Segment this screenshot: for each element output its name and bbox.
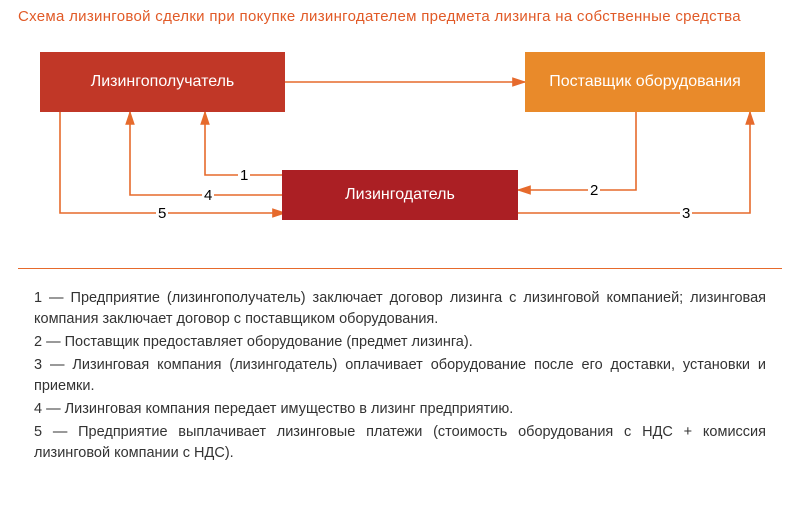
- arrow-label-3: 3: [680, 205, 692, 222]
- arrow-label-1: 1: [238, 167, 250, 184]
- node-supplier: Поставщик оборудования: [525, 52, 765, 112]
- arrow-r4: [130, 112, 285, 195]
- legend-item-4: 4 — Лизинговая компания передает имущест…: [34, 399, 766, 420]
- legend-item-5: 5 — Предприятие выплачивает лизинговые п…: [34, 422, 766, 464]
- leasing-diagram: Лизингополучатель Поставщик оборудования…: [0, 30, 800, 260]
- legend-list: 1 — Предприятие (лизингополучатель) закл…: [34, 288, 766, 466]
- arrow-r3: [518, 112, 750, 213]
- arrow-r1: [205, 112, 285, 175]
- node-lessor: Лизингодатель: [282, 170, 518, 220]
- diagram-title: Схема лизинговой сделки при покупке лизи…: [18, 8, 782, 25]
- arrow-label-4: 4: [202, 187, 214, 204]
- legend-item-1: 1 — Предприятие (лизингополучатель) закл…: [34, 288, 766, 330]
- legend-item-2: 2 — Поставщик предоставляет оборудование…: [34, 332, 766, 353]
- arrow-r2: [518, 112, 636, 190]
- arrow-label-2: 2: [588, 182, 600, 199]
- node-lessee: Лизингополучатель: [40, 52, 285, 112]
- legend-item-3: 3 — Лизинговая компания (лизингодатель) …: [34, 355, 766, 397]
- arrow-label-5: 5: [156, 205, 168, 222]
- section-divider: [18, 268, 782, 269]
- arrow-r5: [60, 112, 285, 213]
